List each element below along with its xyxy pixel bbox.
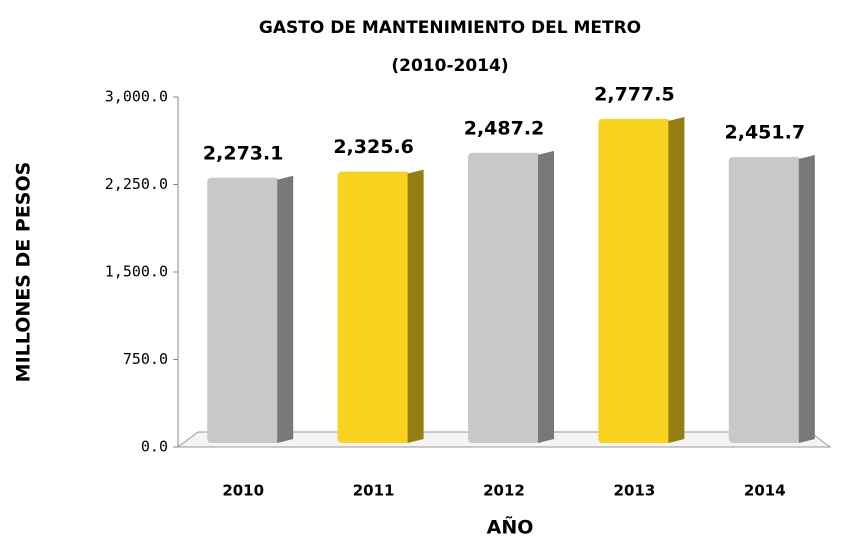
y-tick-label: 3,000.0 — [105, 88, 168, 106]
bar-side — [277, 175, 294, 443]
y-tick-label: 0.0 — [141, 438, 168, 456]
bar — [207, 177, 280, 443]
y-tick-label: 1,500.0 — [105, 263, 168, 281]
bar-side — [538, 150, 554, 443]
bar-side — [798, 154, 815, 444]
x-tick-label: 2011 — [353, 482, 395, 500]
bar — [337, 171, 410, 443]
value-label: 2,273.1 — [203, 142, 284, 164]
value-label: 2,487.2 — [464, 117, 545, 139]
bar-side-shade — [277, 175, 294, 443]
bar-side-shade — [538, 150, 554, 443]
chart-subtitle: (2010-2014) — [391, 56, 508, 76]
chart-title: GASTO DE MANTENIMIENTO DEL METRO — [259, 18, 641, 38]
y-axis-label: MILLONES DE PESOS — [13, 162, 35, 383]
x-tick-label: 2010 — [222, 482, 264, 500]
bar — [598, 118, 671, 443]
value-label: 2,777.5 — [594, 83, 675, 105]
y-tick-label: 750.0 — [123, 350, 168, 368]
bar-side-shade — [407, 169, 424, 443]
bar — [728, 156, 801, 444]
x-tick-label: 2013 — [614, 482, 656, 500]
bar-side-shade — [668, 116, 685, 443]
x-tick-label: 2014 — [744, 482, 786, 500]
x-axis-label: AÑO — [487, 515, 534, 539]
value-label: 2,325.6 — [333, 136, 414, 158]
bar-side — [668, 116, 685, 443]
bar — [468, 152, 540, 443]
bar-side — [407, 169, 424, 443]
bar-side-shade — [798, 154, 815, 444]
y-tick-label: 2,250.0 — [105, 175, 168, 193]
value-label: 2,451.7 — [725, 121, 806, 143]
x-tick-label: 2012 — [483, 482, 525, 500]
